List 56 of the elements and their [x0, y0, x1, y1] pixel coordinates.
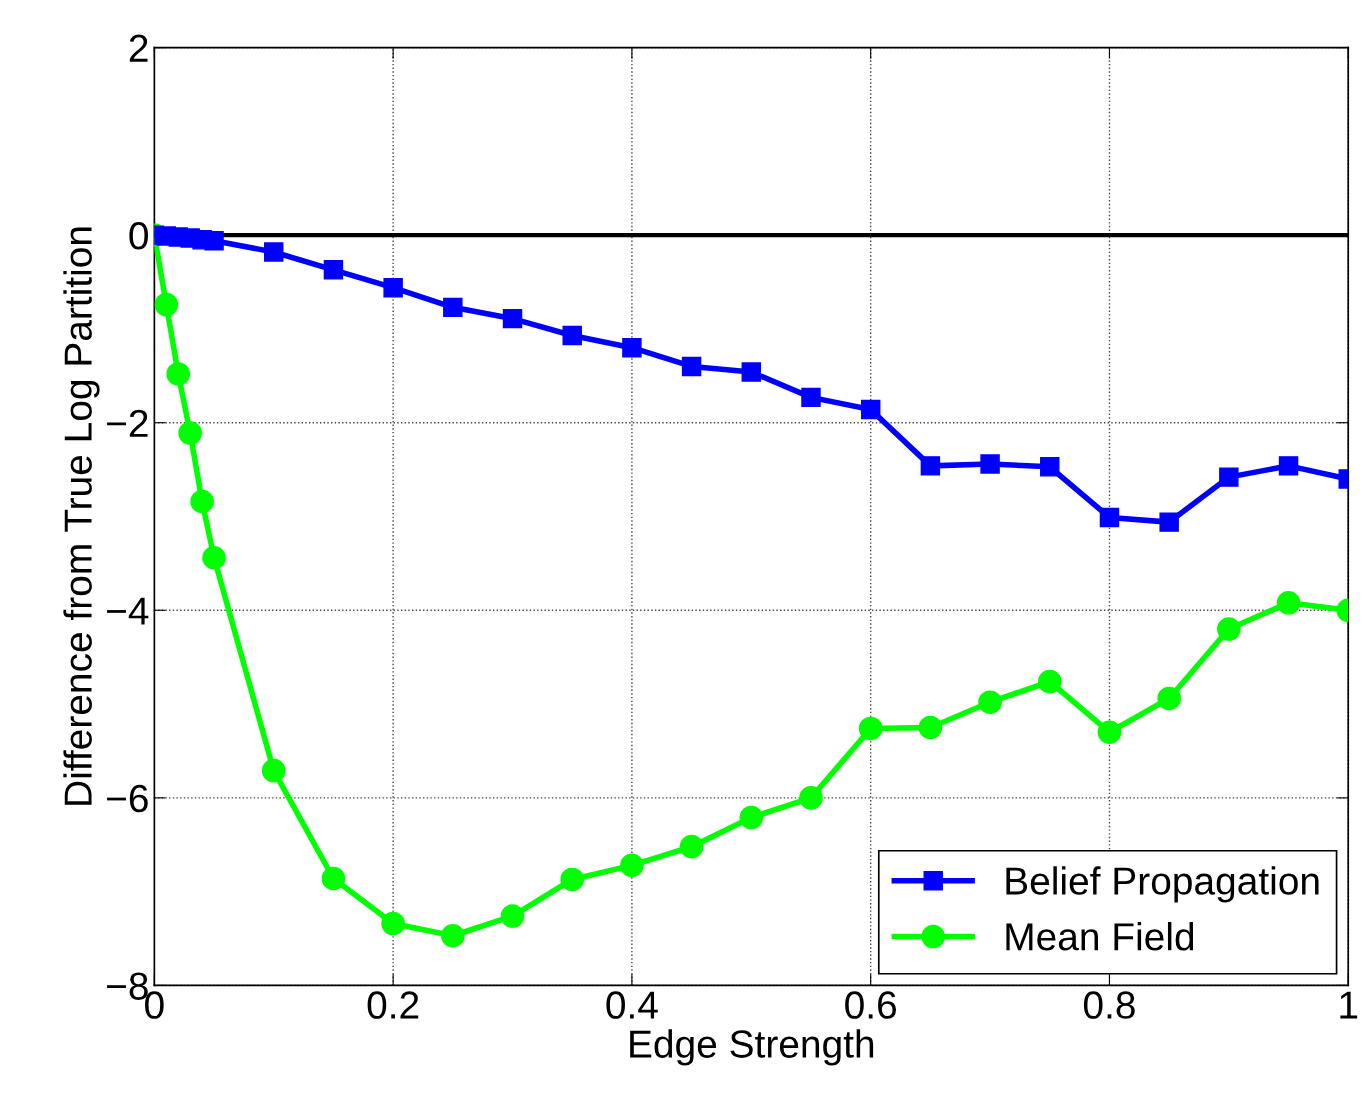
point: [1278, 456, 1299, 476]
y-tick-label: −4: [107, 597, 149, 625]
point: [381, 911, 405, 936]
point: [261, 758, 286, 783]
point: [1276, 590, 1301, 615]
point: [858, 716, 883, 741]
point: [264, 242, 284, 262]
point: [190, 489, 214, 514]
point: [978, 690, 1002, 715]
point: [741, 362, 762, 382]
point: [622, 337, 642, 358]
point: [1157, 686, 1181, 711]
y-tick-label: −2: [107, 409, 148, 437]
point: [679, 834, 704, 859]
point: [321, 866, 346, 891]
point: [1040, 457, 1060, 477]
point: [204, 231, 224, 251]
point: [178, 421, 202, 445]
point: [1097, 720, 1122, 745]
point: [681, 356, 702, 377]
y-axis-title: Difference from True Log Partition: [63, 227, 100, 805]
point: [860, 399, 881, 420]
point: [502, 308, 523, 329]
point: [918, 715, 943, 740]
point: [1159, 512, 1179, 532]
point: [1099, 507, 1120, 528]
point: [560, 867, 585, 892]
point: [441, 923, 465, 948]
point: [202, 545, 226, 570]
x-tick-label: 0.8: [1083, 991, 1135, 1019]
x-axis-title: Edge Strength: [630, 1029, 874, 1066]
point: [739, 805, 764, 830]
point: [154, 292, 179, 317]
point: [920, 456, 941, 476]
point: [323, 260, 344, 280]
point: [383, 277, 403, 298]
point: [1037, 669, 1062, 694]
y-tick-label: 0: [129, 222, 148, 250]
x-tick-label: 0.6: [845, 991, 897, 1019]
x-tick-label: 0.4: [606, 991, 658, 1019]
point: [799, 786, 823, 810]
point: [166, 362, 191, 386]
point: [500, 904, 525, 928]
x-tick-label: 1: [1340, 991, 1358, 1019]
point: [562, 325, 582, 346]
point: [980, 454, 1000, 474]
point: [443, 297, 463, 318]
x-tick-label: 0.2: [367, 991, 419, 1019]
point: [1217, 617, 1241, 641]
point: [620, 853, 644, 878]
legend-label: Belief Propagation: [1006, 866, 1319, 903]
point: [1219, 467, 1239, 487]
y-tick-label: 2: [129, 34, 148, 62]
legend-label: Mean Field: [1006, 921, 1194, 951]
y-tick-label: −6: [107, 784, 148, 813]
point: [801, 387, 821, 408]
